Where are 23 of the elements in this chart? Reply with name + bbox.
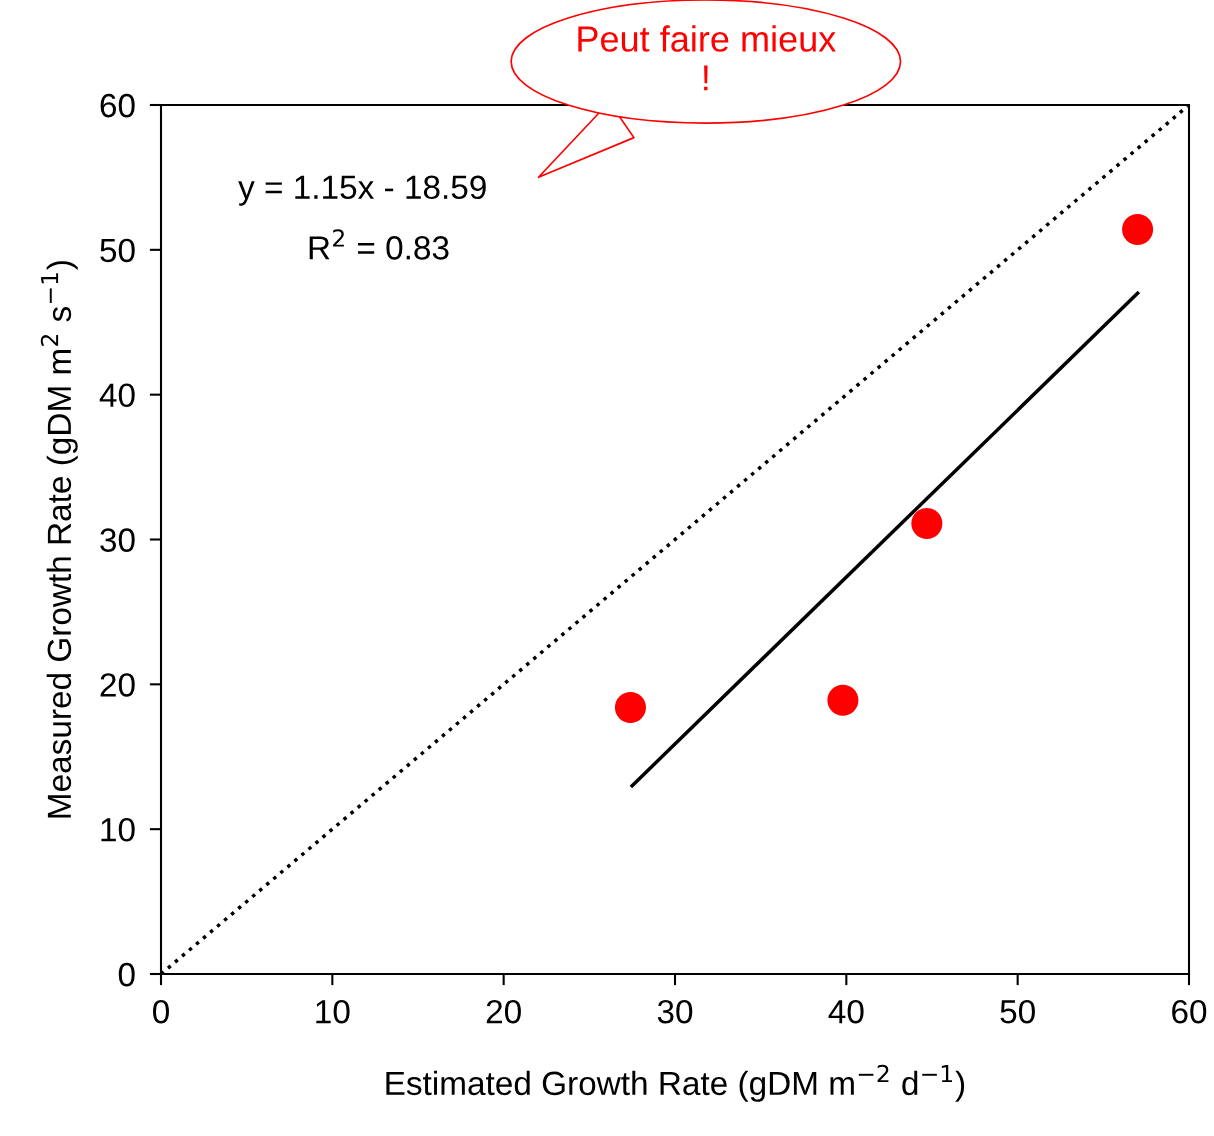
point	[1122, 214, 1154, 246]
point	[614, 691, 646, 724]
y-tick-label: 30	[100, 528, 135, 552]
annotation: y = 1.15x - 18.59	[238, 175, 486, 206]
y-tick-label: 10	[101, 817, 135, 842]
y-tick-label: 40	[99, 383, 135, 408]
x-tick-label: 0	[153, 999, 169, 1024]
y-axis-title: Measured Growth Rate (gDM m$^{2}$ s$^{−1}$)	[40, 261, 78, 818]
x-tick-label: 10	[316, 999, 350, 1024]
x-tick-label: 20	[486, 999, 521, 1024]
x-tick-label: 60	[1172, 999, 1207, 1024]
y-tick-label: 60	[100, 93, 135, 118]
annotation: R$^{2}$ = 0.83	[309, 229, 449, 260]
x-tick-label: 40	[828, 999, 864, 1024]
point	[827, 684, 859, 716]
point	[911, 508, 943, 540]
y-tick-label: 0	[118, 962, 135, 987]
y-tick-label: 20	[100, 673, 135, 697]
text: Peut faire mieux !	[578, 25, 836, 91]
y-tick-label: 50	[100, 238, 135, 263]
x-tick-label: 30	[657, 999, 693, 1024]
x-tick-label: 50	[1000, 999, 1035, 1024]
x-axis-title: Estimated Growth Rate (gDM m$^{−2}$ d$^{−1}$)	[386, 1064, 965, 1102]
